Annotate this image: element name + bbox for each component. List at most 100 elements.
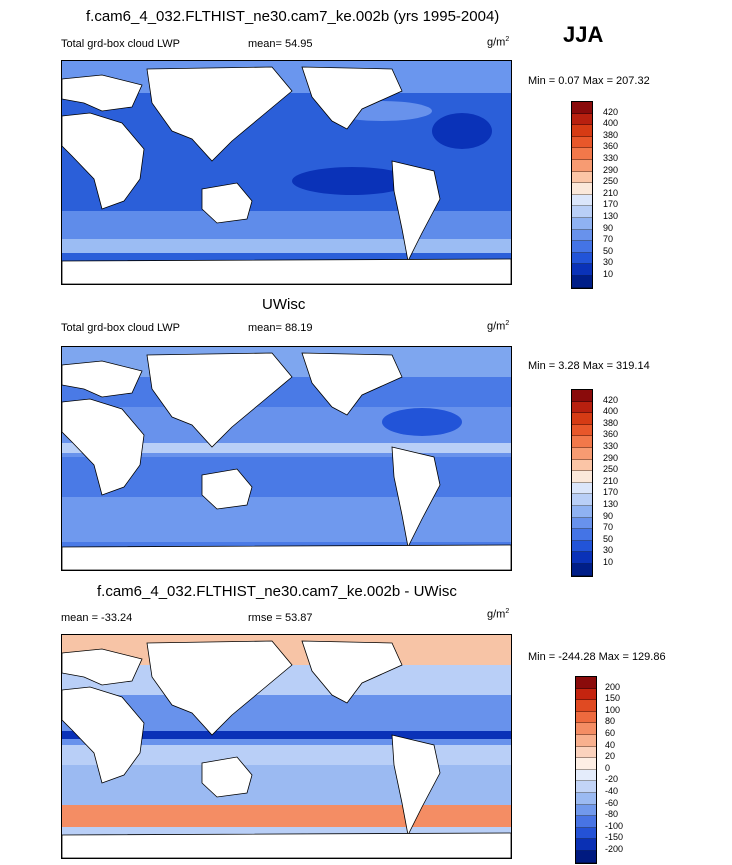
- colorbar-swatch: [572, 390, 592, 402]
- colorbar-tick-label: 210: [603, 187, 619, 198]
- colorbar-tick-label: 130: [603, 211, 619, 221]
- colorbar-swatch: [572, 436, 592, 448]
- panel2-variable-label: Total grd-box cloud LWP: [61, 322, 181, 334]
- colorbar-swatch: [572, 505, 592, 518]
- colorbar-swatch: [572, 206, 592, 218]
- colorbar-tick-label: 330: [603, 153, 619, 163]
- colorbar-tick-label: -150: [605, 832, 624, 843]
- colorbar-swatch: [572, 229, 592, 242]
- colorbar-tick-label: 90: [603, 510, 614, 521]
- panel3-minmax: Min = -244.28 Max = 129.86: [528, 651, 666, 663]
- colorbar-tick-label: 290: [603, 452, 619, 463]
- colorbar-tick-label: 400: [603, 406, 619, 417]
- colorbar-tick-label: 250: [603, 464, 619, 475]
- panel1-variable-label: Total grd-box cloud LWP: [61, 38, 181, 50]
- colorbar-swatch: [572, 447, 592, 460]
- colorbar-swatch: [576, 850, 596, 863]
- colorbar-swatch: [572, 413, 592, 425]
- colorbar-swatch: [576, 769, 596, 782]
- colorbar-swatch: [572, 529, 592, 541]
- colorbar-tick-label: 210: [603, 475, 619, 486]
- colorbar-swatch: [572, 482, 592, 495]
- colorbar-swatch: [572, 401, 592, 414]
- colorbar-swatch: [576, 688, 596, 701]
- colorbar-tick-label: 80: [605, 716, 616, 727]
- colorbar-swatch: [572, 494, 592, 506]
- colorbar-tick-label: 150: [605, 693, 621, 704]
- colorbar-tick-label: -60: [605, 797, 619, 808]
- colorbar-tick-label: 360: [603, 141, 619, 152]
- panel1-colorbar: [571, 101, 593, 289]
- colorbar-tick-label: 330: [603, 441, 619, 451]
- colorbar-swatch: [572, 171, 592, 184]
- colorbar-swatch: [572, 424, 592, 437]
- colorbar-tick-label: 130: [603, 499, 619, 509]
- panel3-rmse: rmse = 53.87: [248, 612, 313, 624]
- colorbar-tick-label: 170: [603, 199, 619, 210]
- colorbar-swatch: [572, 125, 592, 137]
- panel2-colorbar: [571, 389, 593, 577]
- colorbar-swatch: [572, 217, 592, 230]
- panel2-map: [61, 346, 512, 571]
- colorbar-swatch: [572, 113, 592, 126]
- colorbar-tick-label: 90: [603, 222, 614, 233]
- colorbar-swatch: [572, 459, 592, 472]
- panel3-colorbar: [575, 676, 597, 864]
- panel2-minmax: Min = 3.28 Max = 319.14: [528, 360, 650, 372]
- colorbar-swatch: [576, 700, 596, 712]
- colorbar-swatch: [576, 758, 596, 770]
- colorbar-tick-label: 100: [605, 704, 621, 715]
- colorbar-tick-label: -100: [605, 820, 624, 831]
- colorbar-tick-label: 70: [603, 522, 614, 533]
- colorbar-swatch: [572, 471, 592, 483]
- colorbar-swatch: [572, 102, 592, 114]
- colorbar-swatch: [572, 540, 592, 553]
- panel3-map: [61, 634, 512, 859]
- colorbar-tick-label: 30: [603, 257, 614, 268]
- colorbar-swatch: [576, 677, 596, 689]
- panel2-title: UWisc: [262, 296, 306, 313]
- main-title: f.cam6_4_032.FLTHIST_ne30.cam7_ke.002b (…: [86, 8, 500, 25]
- colorbar-tick-label: 380: [603, 417, 619, 428]
- colorbar-tick-label: 50: [603, 245, 614, 256]
- colorbar-swatch: [572, 264, 592, 276]
- colorbar-swatch: [576, 734, 596, 747]
- colorbar-swatch: [576, 816, 596, 828]
- colorbar-swatch: [572, 275, 592, 288]
- colorbar-tick-label: -200: [605, 844, 624, 854]
- colorbar-tick-label: 10: [603, 269, 614, 279]
- colorbar-tick-label: 170: [603, 487, 619, 498]
- colorbar-swatch: [576, 827, 596, 840]
- colorbar-tick-label: 0: [605, 762, 611, 773]
- panel2-unit: g/m2: [487, 320, 510, 333]
- panel3-unit: g/m2: [487, 608, 510, 621]
- colorbar-swatch: [576, 723, 596, 735]
- colorbar-swatch: [572, 148, 592, 160]
- colorbar-swatch: [576, 781, 596, 793]
- colorbar-swatch: [572, 183, 592, 195]
- colorbar-tick-label: 420: [603, 394, 619, 405]
- colorbar-tick-label: -20: [605, 774, 619, 785]
- colorbar-tick-label: 400: [603, 118, 619, 129]
- panel3-title: f.cam6_4_032.FLTHIST_ne30.cam7_ke.002b -…: [97, 583, 457, 600]
- panel1-minmax: Min = 0.07 Max = 207.32: [528, 75, 650, 87]
- colorbar-swatch: [572, 194, 592, 207]
- colorbar-tick-label: 10: [603, 557, 614, 567]
- panel1-mean: mean= 54.95: [248, 38, 313, 50]
- colorbar-tick-label: 250: [603, 176, 619, 187]
- colorbar-tick-label: 70: [603, 234, 614, 245]
- panel1-unit: g/m2: [487, 36, 510, 49]
- colorbar-swatch: [576, 746, 596, 759]
- colorbar-swatch: [572, 136, 592, 149]
- season-label: JJA: [563, 22, 604, 47]
- colorbar-swatch: [572, 517, 592, 530]
- colorbar-swatch: [576, 839, 596, 851]
- colorbar-tick-label: -40: [605, 786, 619, 796]
- colorbar-swatch: [576, 711, 596, 724]
- colorbar-swatch: [576, 792, 596, 805]
- colorbar-swatch: [572, 159, 592, 172]
- colorbar-tick-label: 380: [603, 129, 619, 140]
- colorbar-tick-label: 50: [603, 533, 614, 544]
- colorbar-tick-label: 290: [603, 164, 619, 175]
- colorbar-tick-label: -80: [605, 809, 619, 820]
